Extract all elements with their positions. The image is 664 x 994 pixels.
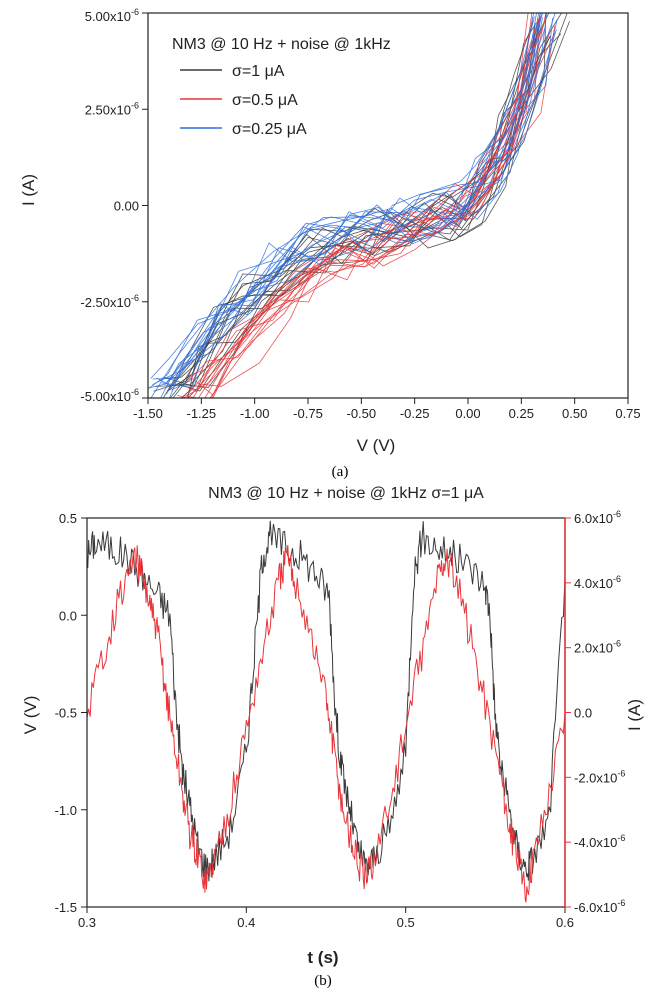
x-tick-label: -1.25 xyxy=(187,406,217,421)
y-right-tick-label: 4.0x10-6 xyxy=(574,574,621,591)
x-tick-label: -1.50 xyxy=(133,406,163,421)
series-2-traces xyxy=(148,13,558,398)
series-2-trace xyxy=(150,28,546,398)
y-right-tick-label: 6.0x10-6 xyxy=(574,509,621,526)
series-1-trace xyxy=(192,28,543,396)
x-tick-label: -0.50 xyxy=(347,406,377,421)
voltage-trace xyxy=(87,520,565,884)
series-2-trace xyxy=(160,13,541,398)
y-left-tick-label: 0.0 xyxy=(59,608,77,623)
panel-a-iv-chart: -1.50 -1.25 -1.00 -0.75 -0.50 -0.25 0.00 0.25 0.… xyxy=(19,7,641,480)
y-left-tick-label: -1.0 xyxy=(55,803,77,818)
current-trace xyxy=(87,544,565,903)
y-right-tick-label: 2.0x10-6 xyxy=(574,639,621,656)
panel-b-title: NM3 @ 10 Hz + noise @ 1kHz σ=1 μA xyxy=(208,485,484,502)
x-tick-label: 0.6 xyxy=(556,915,574,930)
legend-label-sigma-1: σ=1 μA xyxy=(232,63,285,80)
x-tick-label: 0.00 xyxy=(455,406,480,421)
y-left-tick-label: -1.5 xyxy=(55,900,77,915)
series-2-trace xyxy=(152,17,543,380)
y-right-tick-label: -2.0x10-6 xyxy=(574,768,625,785)
x-tick-label: -0.75 xyxy=(293,406,323,421)
series-1-trace xyxy=(177,13,529,398)
series-2-trace xyxy=(170,13,548,391)
series-2-trace xyxy=(148,13,535,389)
x-tick-label: 0.4 xyxy=(237,915,255,930)
series-0-trace xyxy=(168,13,568,390)
panel-a-ticks: -1.50 -1.25 -1.00 -0.75 -0.50 -0.25 0.00 0.25 0.… xyxy=(80,7,640,421)
x-tick-label: 0.25 xyxy=(509,406,534,421)
series-1-trace xyxy=(185,37,536,384)
panel-a-y-axis-label: I (A) xyxy=(19,174,38,206)
y-right-tick-label: 0.0 xyxy=(574,706,592,721)
panel-b-axes-frame xyxy=(86,517,566,908)
series-1-traces xyxy=(177,13,556,398)
series-1-trace xyxy=(185,17,533,393)
series-2-trace xyxy=(169,13,544,398)
x-tick-label: -1.00 xyxy=(240,406,270,421)
x-tick-label: -0.25 xyxy=(400,406,430,421)
x-tick-label: 0.5 xyxy=(397,915,415,930)
series-1-trace xyxy=(209,29,552,398)
series-2-trace xyxy=(156,13,540,387)
legend-label-sigma-0-25: σ=0.25 μA xyxy=(232,121,307,138)
panel-b-caption: (b) xyxy=(314,973,332,989)
series-2-trace xyxy=(152,13,543,386)
series-2-trace xyxy=(165,18,558,385)
series-2-trace xyxy=(166,13,556,383)
panel-b-time-chart: NM3 @ 10 Hz + noise @ 1kHz σ=1 μA 0.3 0.4… xyxy=(21,485,644,989)
y-left-tick-label: -0.5 xyxy=(55,706,77,721)
series-2-trace xyxy=(165,17,553,395)
series-1-trace xyxy=(196,23,540,389)
x-tick-label: 0.75 xyxy=(615,406,640,421)
y-left-tick-label: 0.5 xyxy=(59,511,77,526)
x-tick-label: 0.50 xyxy=(562,406,587,421)
y-tick-label: -2.50x10-6 xyxy=(80,293,139,310)
y-tick-label: -5.00x10-6 xyxy=(80,387,139,404)
series-2-trace xyxy=(161,29,557,389)
y-tick-label: 0.00 xyxy=(114,199,139,214)
series-1-trace xyxy=(199,32,556,387)
panel-a-x-axis-label: V (V) xyxy=(357,436,396,455)
panel-b-y-left-label: V (V) xyxy=(21,696,40,735)
series-1-trace xyxy=(192,13,533,398)
y-right-tick-label: -6.0x10-6 xyxy=(574,898,625,915)
y-tick-label: 5.00x10-6 xyxy=(85,7,139,24)
y-tick-label: 2.50x10-6 xyxy=(85,100,139,117)
series-0-trace xyxy=(172,22,537,398)
panel-b-y-right-label: I (A) xyxy=(625,699,644,731)
panel-a-plot-area xyxy=(148,13,570,398)
x-tick-label: 0.3 xyxy=(78,915,96,930)
panel-b-ticks: 0.3 0.4 0.5 0.6 -1.5 -1.0 -0.5 0.0 0.5 -6.0x10-6 -… xyxy=(55,509,626,930)
y-right-tick-label: -4.0x10-6 xyxy=(574,833,625,850)
series-0-trace xyxy=(180,13,550,398)
panel-b-x-axis-label: t (s) xyxy=(307,948,338,967)
panel-a-legend: NM3 @ 10 Hz + noise @ 1kHz σ=1 μA σ=0.5 … xyxy=(172,36,391,138)
legend-title: NM3 @ 10 Hz + noise @ 1kHz xyxy=(172,36,391,53)
panel-b-plot-area xyxy=(87,520,565,903)
series-0-trace xyxy=(187,33,562,398)
legend-label-sigma-0-5: σ=0.5 μA xyxy=(232,92,298,109)
series-0-trace xyxy=(176,13,562,388)
panel-a-caption: (a) xyxy=(332,464,349,480)
